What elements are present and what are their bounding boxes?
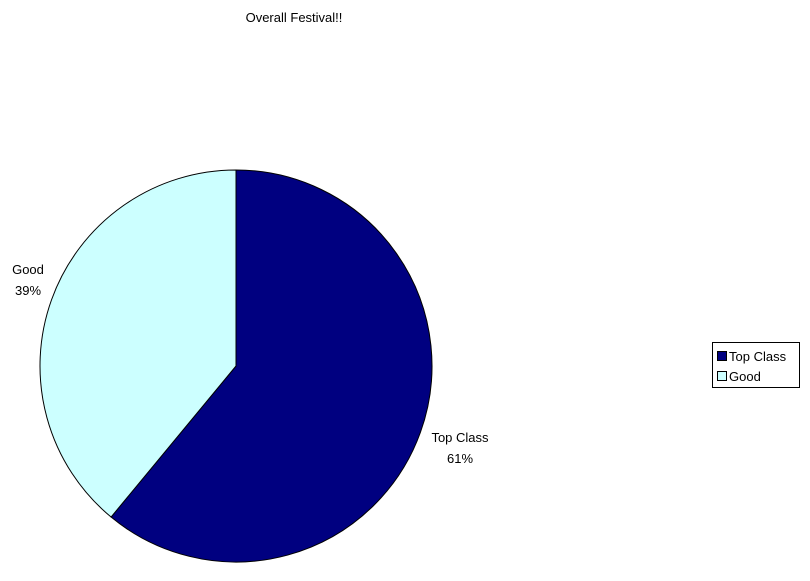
chart-title: Overall Festival!! [245,10,343,25]
slice-label-good: Good 39% [0,259,56,301]
pie-slice-top-class [110,169,433,563]
pie-slice-good [39,169,237,518]
legend-label-good: Good [729,368,761,384]
legend-item-top-class: Top Class [717,346,799,366]
slice-label-top-class: Top Class 61% [410,427,510,469]
legend-swatch-good [717,371,727,381]
slice-label-good-percent: 39% [14,283,42,298]
legend-label-top-class: Top Class [729,348,787,364]
slice-label-top-class-name: Top Class [431,430,489,445]
slice-label-good-name: Good [12,262,44,277]
legend-item-good: Good [717,366,799,386]
legend: Top Class Good [712,342,800,388]
legend-swatch-top-class [717,351,727,361]
slice-label-top-class-percent: 61% [446,451,474,466]
